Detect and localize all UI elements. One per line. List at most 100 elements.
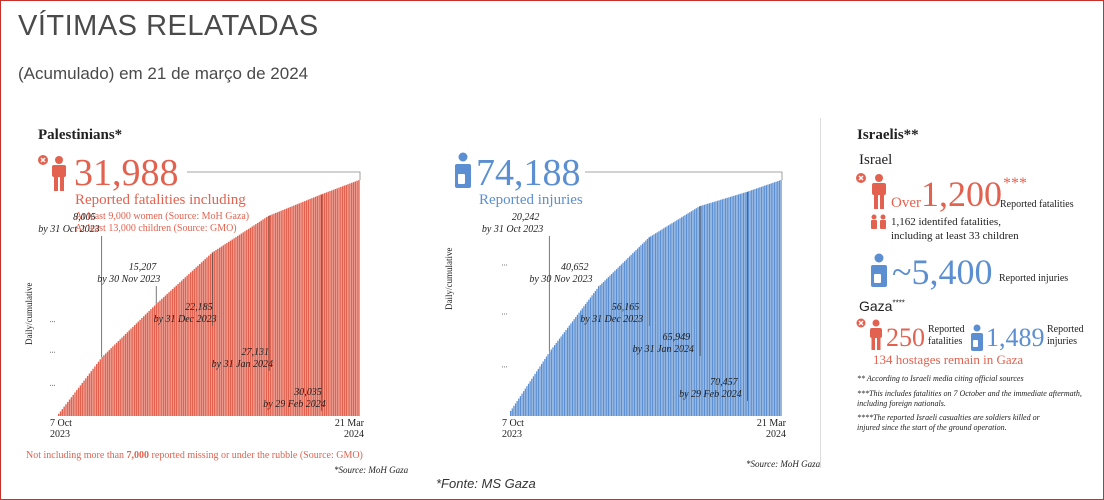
bar [744,192,746,416]
bar [347,184,349,416]
palestinian-injuries-label: Reported injuries [479,192,583,208]
bar [77,387,80,416]
bar [130,328,132,416]
bar [679,218,681,416]
bar [213,251,215,416]
bar [316,195,319,416]
bar [177,283,179,416]
bar [542,361,544,416]
bar [584,304,587,416]
bar [733,195,735,416]
bar [571,321,574,416]
bar [123,335,125,416]
bar [65,404,67,416]
bar [249,227,252,416]
bar [312,197,315,416]
bar [697,207,699,416]
israel-injuries-number: ~5,400 [892,252,993,292]
bar [694,209,696,416]
annotation-date: by 30 Nov 2023 [529,274,592,285]
x-end-label-line1: 21 Mar [335,418,365,429]
bar [664,227,667,416]
bar [754,189,756,416]
annotation-value: 27,131 [242,347,270,358]
bar [593,293,595,416]
bar [597,286,600,416]
annotation-date: by 31 Jan 2024 [212,359,273,370]
bar [170,290,172,416]
bar [139,319,141,416]
bar [258,221,261,416]
x-end-label-line2: 2024 [344,429,364,440]
bar [695,208,697,416]
bar [770,183,772,416]
headline-leader [187,171,361,181]
bar [332,189,335,416]
footnote-2a: ***This includes fatalities on 7 October… [857,389,1082,398]
gaza-stars: **** [892,298,905,308]
bar [685,214,688,416]
bar [320,194,322,416]
source-left: *Source: MoH Gaza [334,465,409,475]
bar [341,186,344,416]
bar [534,373,536,416]
bar [235,237,237,416]
bar [580,310,582,416]
bar [645,240,647,416]
bar [195,267,197,416]
bar [202,260,205,416]
bar [565,329,567,416]
bar [58,413,60,416]
annotation-value: 22,185 [185,302,213,313]
bar [110,348,112,416]
bar [523,391,525,416]
missing-note: Not including more than 7,000 reported m… [26,450,363,461]
bar [273,213,275,416]
bar [614,270,616,416]
bar [164,295,167,416]
bar [282,210,284,416]
bar [334,189,337,416]
bar [63,406,65,416]
bar [271,214,273,416]
bar [702,205,704,416]
bar [255,224,257,416]
x-end-label-line1: 21 Mar [757,418,787,429]
bar [726,197,728,416]
bar [567,327,569,416]
bar [349,183,351,416]
bar [658,231,660,416]
bar [331,190,333,416]
bar [633,251,636,416]
bar [314,196,317,416]
bar [635,250,637,416]
bar [101,356,103,416]
bar [141,318,143,416]
bar [345,184,347,416]
bar [555,342,557,416]
bar [749,190,751,416]
bar [510,410,512,416]
missing-count: 7,000 [126,450,150,461]
bar [663,228,665,416]
bar [602,281,605,416]
bar [121,337,123,416]
gaza-injuries-number: 1,489 [986,323,1045,352]
bar [105,353,107,416]
bar [206,257,208,416]
bar [284,209,286,416]
bar [197,265,199,416]
bar [650,236,652,416]
bar [162,297,165,416]
bar [67,401,69,416]
bar [773,182,776,416]
bar [547,354,549,416]
identified-line2: including at least 33 children [891,230,1019,242]
bar [94,366,96,416]
bar [99,359,102,416]
bar [526,386,528,416]
bar [653,234,655,416]
bar [751,190,753,416]
bar [545,356,548,416]
